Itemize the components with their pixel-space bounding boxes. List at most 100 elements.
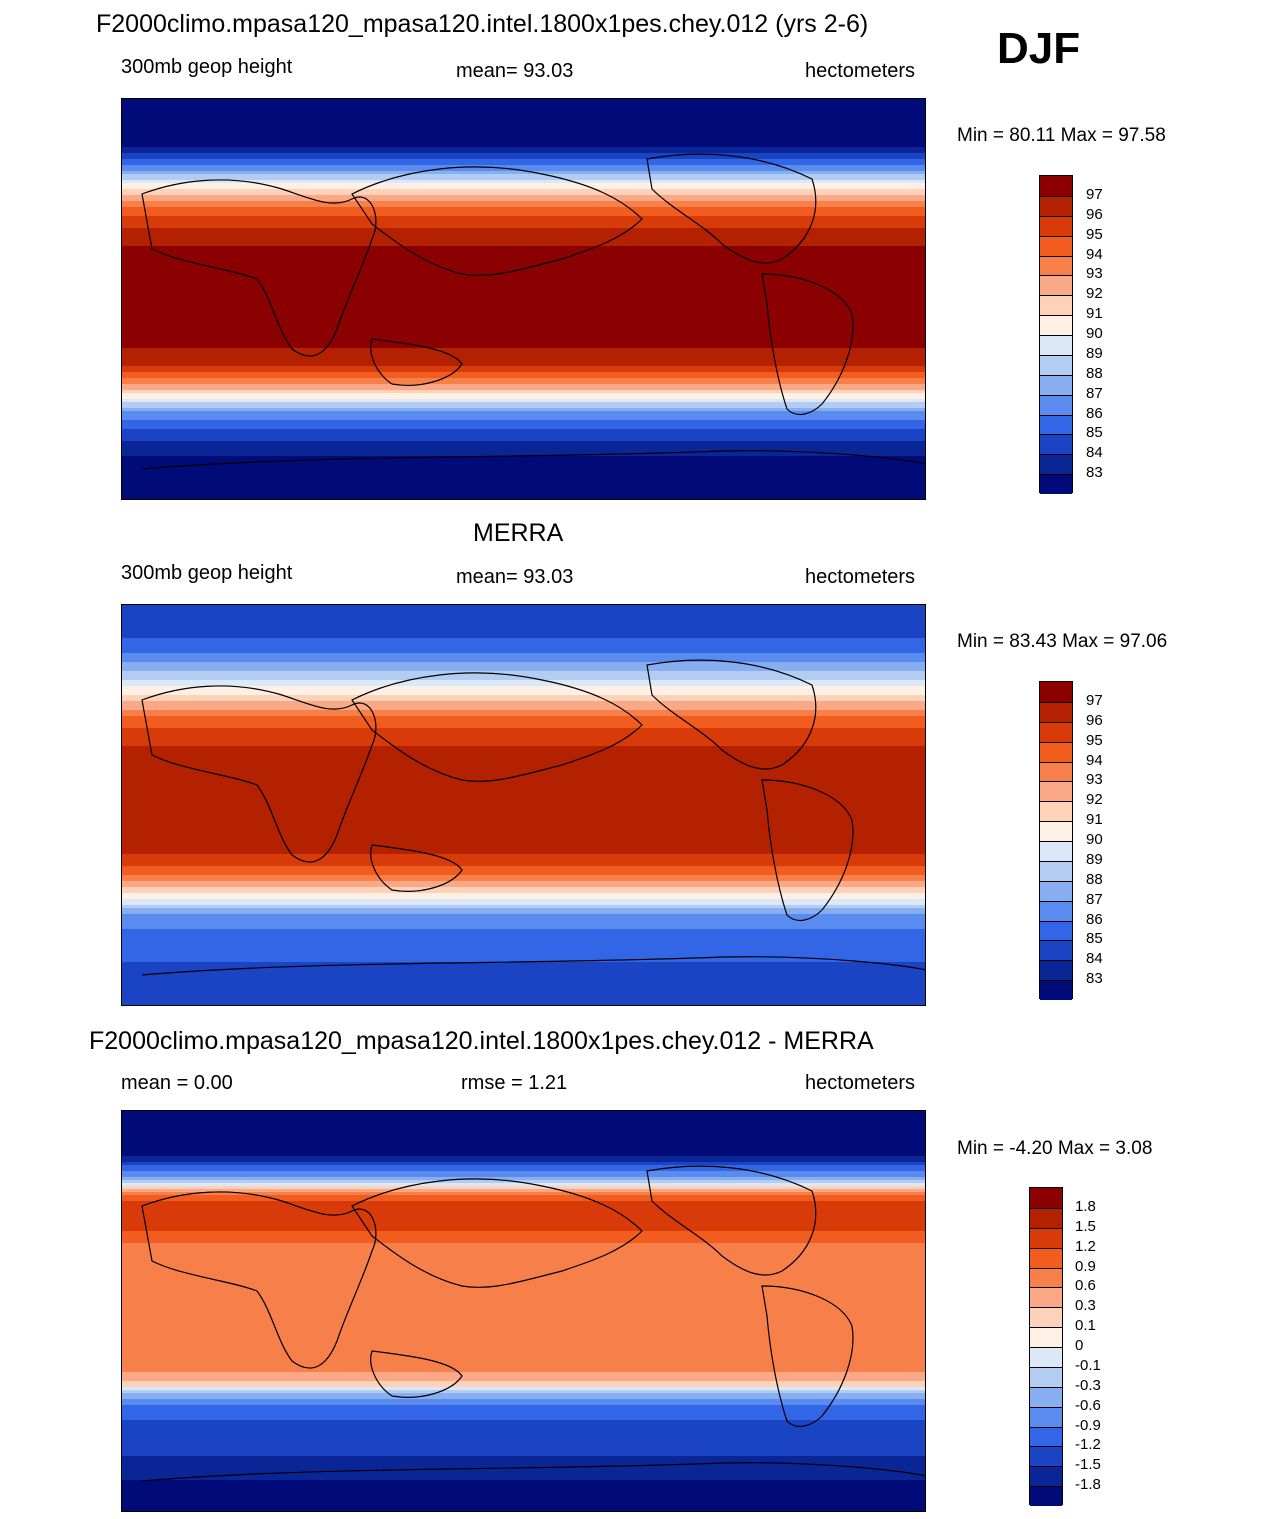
contour-band <box>122 357 925 361</box>
contour-band <box>122 725 925 729</box>
contour-band <box>122 192 925 196</box>
contour-band <box>122 1126 925 1130</box>
contour-band <box>122 983 925 987</box>
colorbar-tick-label: -0.1 <box>1075 1356 1101 1374</box>
contour-band <box>122 959 925 963</box>
colorbar-swatch <box>1030 1406 1062 1427</box>
contour-band <box>122 495 925 499</box>
colorbar-swatch <box>1040 474 1072 494</box>
contour-band <box>122 387 925 391</box>
contour-band <box>122 1180 925 1184</box>
contour-band <box>122 728 925 732</box>
contour-band <box>122 492 925 496</box>
contour-band <box>122 339 925 343</box>
colorbar-tick-label: 0.9 <box>1075 1257 1096 1275</box>
coastline <box>141 956 925 976</box>
contour-band <box>122 1177 925 1181</box>
contour-band <box>122 234 925 238</box>
contour-band <box>122 1270 925 1274</box>
contour-band <box>122 438 925 442</box>
contour-band <box>122 351 925 355</box>
contour-band <box>122 1267 925 1271</box>
contour-band <box>122 998 925 1002</box>
contour-band <box>122 405 925 409</box>
contour-band <box>122 779 925 783</box>
contour-band <box>122 330 925 334</box>
contour-band <box>122 1336 925 1340</box>
panel-1-mean-label: mean= 93.03 <box>456 60 574 82</box>
contour-band <box>122 1396 925 1400</box>
contour-band <box>122 483 925 487</box>
contour-band <box>122 171 925 175</box>
contour-band <box>122 1366 925 1370</box>
contour-band <box>122 1207 925 1211</box>
colorbar-tick-label: 95 <box>1086 225 1103 243</box>
coastline <box>761 1285 854 1428</box>
contour-band <box>122 246 925 250</box>
colorbar-tick-label: 0.3 <box>1075 1297 1096 1315</box>
contour-band <box>122 755 925 759</box>
contour-band <box>122 650 925 654</box>
contour-band <box>122 788 925 792</box>
contour-band <box>122 686 925 690</box>
coastline <box>141 685 377 863</box>
contour-band <box>122 153 925 157</box>
contour-band <box>122 1399 925 1403</box>
contour-band <box>122 698 925 702</box>
contour-band <box>122 168 925 172</box>
contour-band <box>122 498 925 499</box>
contour-band <box>122 899 925 903</box>
contour-band <box>122 923 925 927</box>
coastline <box>351 166 643 276</box>
contour-band <box>122 321 925 325</box>
contour-band <box>122 225 925 229</box>
contour-band <box>122 1363 925 1367</box>
panel-2-variable-label: 300mb geop height <box>121 562 293 584</box>
contour-band <box>122 938 925 942</box>
contour-band <box>122 1429 925 1433</box>
contour-band <box>122 890 925 894</box>
contour-band <box>122 953 925 957</box>
contour-band <box>122 114 925 118</box>
panel-1-title: F2000climo.mpasa120_mpasa120.intel.1800x… <box>96 10 869 38</box>
contour-band <box>122 375 925 379</box>
colorbar-tick-label: 88 <box>1086 364 1103 382</box>
colorbar-swatch <box>1030 1267 1062 1288</box>
colorbar-swatch <box>1030 1247 1062 1268</box>
contour-band <box>122 1150 925 1154</box>
contour-band <box>122 659 925 663</box>
contour-band <box>122 887 925 891</box>
colorbar-swatch <box>1030 1426 1062 1447</box>
contour-band <box>122 120 925 124</box>
contour-band <box>122 159 925 163</box>
contour-band <box>122 716 925 720</box>
contour-band <box>122 917 925 921</box>
contour-band <box>122 441 925 445</box>
contour-band <box>122 354 925 358</box>
contour-band <box>122 141 925 145</box>
colorbar-swatch <box>1040 781 1072 802</box>
contour-band <box>122 824 925 828</box>
contour-band <box>122 276 925 280</box>
panel-2-colorbar <box>1039 681 1073 1000</box>
contour-band <box>122 680 925 684</box>
colorbar-tick-label: 91 <box>1086 811 1103 829</box>
contour-band <box>122 1471 925 1475</box>
contour-band <box>122 752 925 756</box>
colorbar-tick-label: 87 <box>1086 384 1103 402</box>
contour-band <box>122 791 925 795</box>
contour-band <box>122 902 925 906</box>
colorbar-tick-label: 93 <box>1086 771 1103 789</box>
contour-band <box>122 1447 925 1451</box>
contour-band <box>122 866 925 870</box>
colorbar-swatch <box>1040 841 1072 861</box>
contour-band <box>122 1411 925 1415</box>
coastline <box>141 1462 925 1482</box>
contour-band <box>122 210 925 214</box>
contour-band <box>122 623 925 627</box>
contour-band <box>122 758 925 762</box>
contour-band <box>122 1165 925 1169</box>
colorbar-swatch <box>1040 335 1072 355</box>
season-label: DJF <box>997 24 1081 73</box>
contour-band <box>122 965 925 969</box>
